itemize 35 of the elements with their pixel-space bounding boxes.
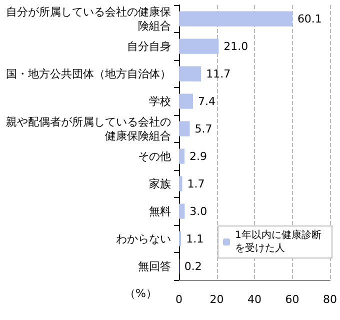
y-tick-label: わからない	[116, 232, 171, 246]
data-label: 1.7	[187, 177, 205, 190]
bar	[179, 176, 182, 192]
y-tick-label: 学校	[149, 94, 171, 108]
y-tick-label: 無回答	[138, 260, 171, 273]
data-label: 5.7	[194, 122, 212, 136]
bar	[179, 94, 193, 109]
bar	[179, 148, 184, 164]
data-label: 60.1	[297, 12, 322, 26]
x-tick-label: 0	[176, 293, 182, 306]
x-tick-label: 80	[323, 293, 337, 306]
data-label: 3.0	[190, 204, 208, 218]
x-tick-label: 60	[285, 293, 300, 306]
y-tick-label: 親や配偶者が所属している会社の健康保険組合	[6, 115, 171, 142]
y-tick-label: 家族	[149, 177, 171, 190]
y-tick-label: 無料	[149, 204, 171, 218]
data-label: 21.0	[224, 40, 248, 53]
y-tick-label: 国・地方公共団体（地方自治体）	[6, 67, 171, 80]
x-axis-title: （%）	[124, 287, 157, 300]
x-tick-label: 40	[248, 293, 262, 306]
bar	[179, 11, 292, 26]
bar	[179, 204, 185, 219]
data-label: 11.7	[206, 67, 231, 80]
y-tick-label: 自分が所属している会社の健康保険組合	[6, 5, 171, 32]
x-tick-label: 20	[210, 293, 224, 306]
legend-label: 1年以内に健康診断を受けた人	[235, 229, 322, 254]
y-tick-label: その他	[138, 150, 171, 163]
data-label: 2.9	[189, 150, 207, 163]
y-tick-label: 自分自身	[127, 40, 171, 53]
data-label: 0.2	[184, 260, 202, 273]
data-label: 1.1	[186, 232, 204, 246]
data-label: 7.4	[198, 94, 216, 108]
bar	[179, 121, 190, 136]
bar	[179, 66, 202, 82]
bar	[179, 38, 219, 54]
